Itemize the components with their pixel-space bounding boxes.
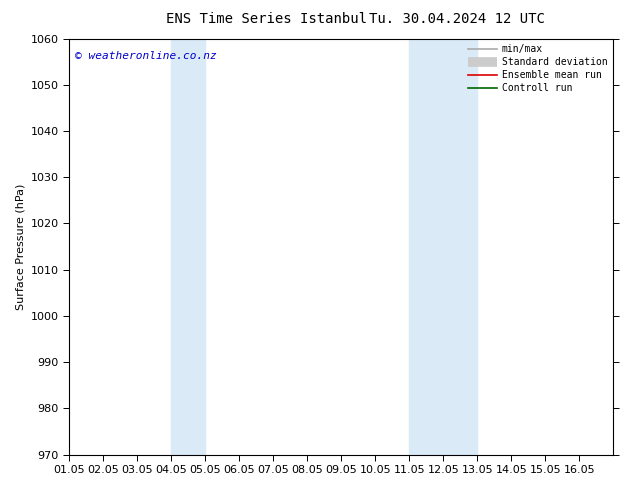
Bar — [410, 39, 477, 455]
Legend: min/max, Standard deviation, Ensemble mean run, Controll run: min/max, Standard deviation, Ensemble me… — [464, 41, 612, 97]
Text: Tu. 30.04.2024 12 UTC: Tu. 30.04.2024 12 UTC — [368, 12, 545, 26]
Text: ENS Time Series Istanbul: ENS Time Series Istanbul — [165, 12, 367, 26]
Y-axis label: Surface Pressure (hPa): Surface Pressure (hPa) — [15, 183, 25, 310]
Text: © weatheronline.co.nz: © weatheronline.co.nz — [75, 51, 216, 61]
Bar — [171, 39, 205, 455]
